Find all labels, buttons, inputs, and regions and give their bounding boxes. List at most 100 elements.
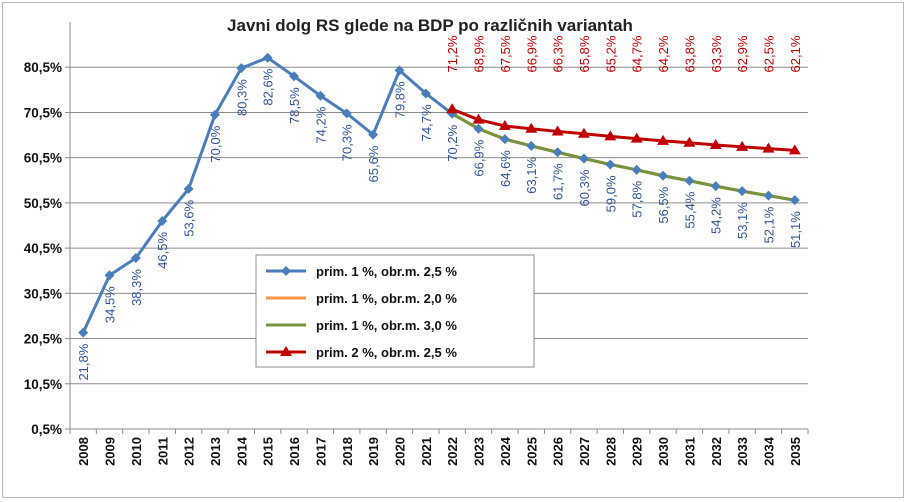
data-label: 74,2%: [313, 106, 328, 143]
triangle-marker: [577, 127, 590, 138]
diamond-marker: [394, 65, 405, 76]
triangle-marker: [683, 136, 696, 147]
triangle-marker: [657, 134, 670, 145]
y-tick-label: 60,5%: [24, 151, 62, 166]
x-tick-label: 2027: [577, 437, 592, 466]
legend-box: [255, 254, 535, 368]
legend: prim. 1 %, obr.m. 2,5 % prim. 1 %, obr.m.…: [255, 254, 535, 368]
diamond-marker: [737, 186, 748, 197]
data-label: 53,6%: [182, 199, 197, 236]
diamond-marker: [341, 108, 352, 119]
x-tick-label: 2025: [524, 437, 539, 466]
diamond-marker: [315, 90, 326, 101]
y-tick-label: 50,5%: [24, 196, 62, 211]
data-label: 51,1%: [788, 211, 803, 248]
data-label: 66,9%: [472, 139, 487, 176]
data-label: 65,2%: [603, 35, 618, 72]
diamond-marker: [789, 195, 800, 206]
triangle-marker: [472, 113, 485, 124]
data-label: 52,1%: [761, 206, 776, 243]
data-label: 65,8%: [577, 35, 592, 72]
data-label: 60,3%: [577, 169, 592, 206]
x-tick-label: 2033: [735, 437, 750, 466]
data-labels: 21,8% 34,5% 38,3% 46,5% 53,6% 70,0% 80,3% 82,6%…: [76, 35, 803, 380]
diamond-marker: [631, 164, 642, 175]
data-label: 64,2%: [656, 35, 671, 72]
diamond-marker: [499, 134, 510, 145]
diamond-marker: [262, 52, 273, 63]
x-tick-label: 2014: [234, 436, 249, 466]
x-tick-label: 2023: [472, 437, 487, 466]
data-label: 66,3%: [551, 35, 566, 72]
data-label: 62,5%: [761, 35, 776, 72]
diamond-marker: [420, 88, 431, 99]
diamond-marker: [710, 181, 721, 192]
gridlines: [70, 66, 808, 430]
x-tick-label: 2009: [103, 437, 118, 466]
x-tick-label: 2034: [761, 436, 776, 466]
x-tick-label: 2018: [340, 437, 355, 466]
data-label: 67,5%: [498, 35, 513, 72]
triangle-marker: [630, 132, 643, 143]
data-label: 70,0%: [208, 125, 223, 162]
data-label: 21,8%: [76, 343, 91, 380]
triangle-marker: [498, 120, 511, 131]
data-label: 63,8%: [682, 35, 697, 72]
x-tick-label: 2015: [261, 437, 276, 466]
y-tick-labels: 0,5% 10,5% 20,5% 30,5% 40,5% 50,5% 60,5% 70,5% 8…: [24, 60, 62, 437]
data-label: 34,5%: [103, 286, 118, 323]
diamond-marker: [684, 175, 695, 186]
y-tick-label: 30,5%: [24, 286, 62, 301]
data-label: 64,6%: [498, 150, 513, 187]
diamond-marker: [552, 147, 563, 158]
legend-triangle-marker: [280, 346, 292, 356]
data-label: 55,4%: [682, 191, 697, 228]
triangle-marker: [736, 140, 749, 151]
x-tick-label: 2030: [656, 437, 671, 466]
x-tick-label: 2026: [551, 437, 566, 466]
x-tick-label: 2016: [287, 437, 302, 466]
data-label: 66,9%: [524, 35, 539, 72]
diamond-marker: [130, 253, 141, 264]
x-tick-label: 2022: [445, 437, 460, 466]
x-tick-label: 2035: [788, 437, 803, 466]
y-tick-label: 80,5%: [24, 60, 62, 75]
data-label: 54,2%: [709, 197, 724, 234]
triangle-marker: [709, 139, 722, 150]
diamond-marker: [578, 153, 589, 164]
x-tick-label: 2029: [630, 437, 645, 466]
legend-label: prim. 1 %, obr.m. 2,0 %: [316, 291, 457, 306]
series-line: [451, 107, 795, 152]
diamond-marker: [605, 159, 616, 170]
y-tick-label: 0,5%: [31, 422, 62, 437]
triangle-marker: [788, 144, 801, 155]
diamond-marker: [526, 140, 537, 151]
chart-title: Javni dolg RS glede na BDP po različnih …: [227, 16, 633, 35]
y-tick-label: 40,5%: [24, 241, 62, 256]
data-label: 53,1%: [735, 202, 750, 239]
diamond-marker: [368, 129, 379, 140]
legend-label: prim. 1 %, obr.m. 3,0 %: [316, 318, 457, 333]
series-markers: [78, 52, 801, 338]
x-tick-label: 2031: [682, 437, 697, 466]
data-label: 56,5%: [656, 186, 671, 223]
x-tick-label: 2024: [498, 436, 513, 466]
diamond-marker: [236, 63, 247, 74]
data-label: 46,5%: [155, 232, 170, 269]
data-label: 61,7%: [551, 163, 566, 200]
diamond-marker: [78, 327, 89, 338]
triangle-marker: [446, 103, 459, 114]
series-lines: [81, 56, 796, 334]
diamond-marker: [473, 123, 484, 134]
data-label: 79,8%: [392, 81, 407, 118]
data-label: 62,1%: [788, 35, 803, 72]
data-label: 64,7%: [630, 35, 645, 72]
series-line: [451, 112, 796, 202]
data-label: 62,9%: [735, 35, 750, 72]
x-tick-label: 2012: [182, 437, 197, 466]
data-label: 38,3%: [129, 269, 144, 306]
data-label: 57,8%: [630, 180, 645, 217]
x-tick-label: 2010: [129, 437, 144, 466]
